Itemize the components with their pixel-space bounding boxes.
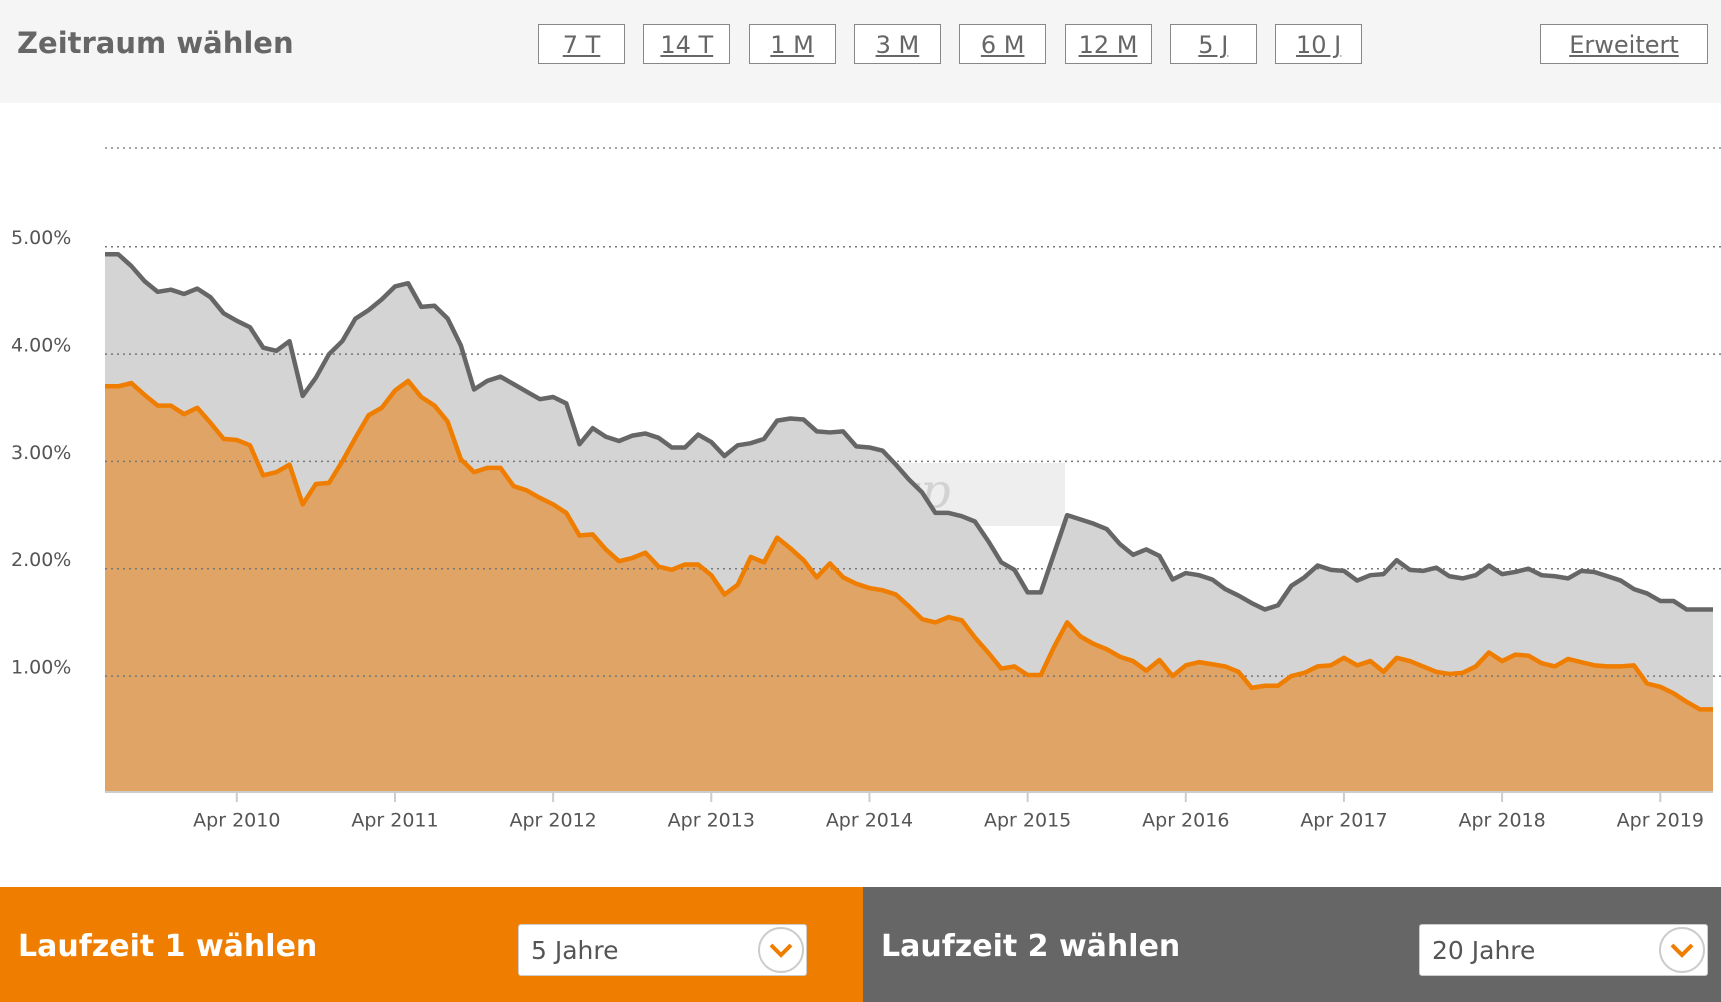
x-tick-label: Apr 2015	[984, 810, 1071, 832]
header-title: Zeitraum wählen	[17, 26, 294, 60]
range-button[interactable]: 5 J	[1169, 24, 1257, 64]
y-tick-label: 4.00%	[11, 335, 71, 357]
range-button[interactable]: 3 M	[853, 24, 941, 64]
range-button[interactable]: 7 T	[538, 24, 625, 64]
x-tick-label: Apr 2017	[1300, 810, 1387, 832]
term-1-panel: Laufzeit 1 wählen 5 Jahre	[0, 887, 863, 1002]
line	[105, 378, 1713, 712]
x-tick-label: Apr 2019	[1617, 810, 1704, 832]
dropdown-icon	[758, 927, 804, 973]
x-tick-label: Apr 2018	[1458, 810, 1545, 832]
chart: interhyp1.00%2.00%3.00%4.00%5.00%Apr 201…	[11, 147, 1721, 832]
term-2-select[interactable]: 20 Jahre	[1419, 924, 1708, 976]
x-tick-label: Apr 2011	[351, 810, 438, 832]
header: Zeitraum wählen 7 T 14 T 1 M 3 M 6 M 12 M 5 J 1…	[0, 0, 1721, 103]
range-button[interactable]: 1 M	[748, 24, 836, 64]
dropdown-icon	[1659, 927, 1705, 973]
y-tick-label: 1.00%	[11, 657, 71, 679]
term-2-panel: Laufzeit 2 wählen 20 Jahre	[863, 887, 1721, 1002]
range-button[interactable]: 14 T	[643, 24, 731, 64]
range-button[interactable]: 10 J	[1275, 24, 1363, 64]
term-2-value: 20 Jahre	[1432, 936, 1536, 965]
range-button[interactable]: 6 M	[959, 24, 1047, 64]
term-1-value: 5 Jahre	[531, 936, 619, 965]
term-1-label: Laufzeit 1 wählen	[18, 929, 318, 964]
x-tick-label: Apr 2010	[193, 810, 280, 832]
term-1-select[interactable]: 5 Jahre	[518, 924, 807, 976]
x-tick-label: Apr 2012	[509, 810, 596, 832]
y-tick-label: 5.00%	[11, 227, 71, 249]
x-tick-label: Apr 2016	[1142, 810, 1229, 832]
y-tick-label: 3.00%	[11, 442, 71, 464]
advanced-button[interactable]: Erweitert	[1540, 24, 1708, 64]
term-2-label: Laufzeit 2 wählen	[881, 929, 1181, 964]
line	[105, 252, 1713, 612]
y-tick-label: 2.00%	[11, 549, 71, 571]
x-tick-label: Apr 2014	[826, 810, 913, 832]
x-tick-label: Apr 2013	[668, 810, 755, 832]
area	[105, 380, 1713, 792]
range-button[interactable]: 12 M	[1064, 24, 1152, 64]
